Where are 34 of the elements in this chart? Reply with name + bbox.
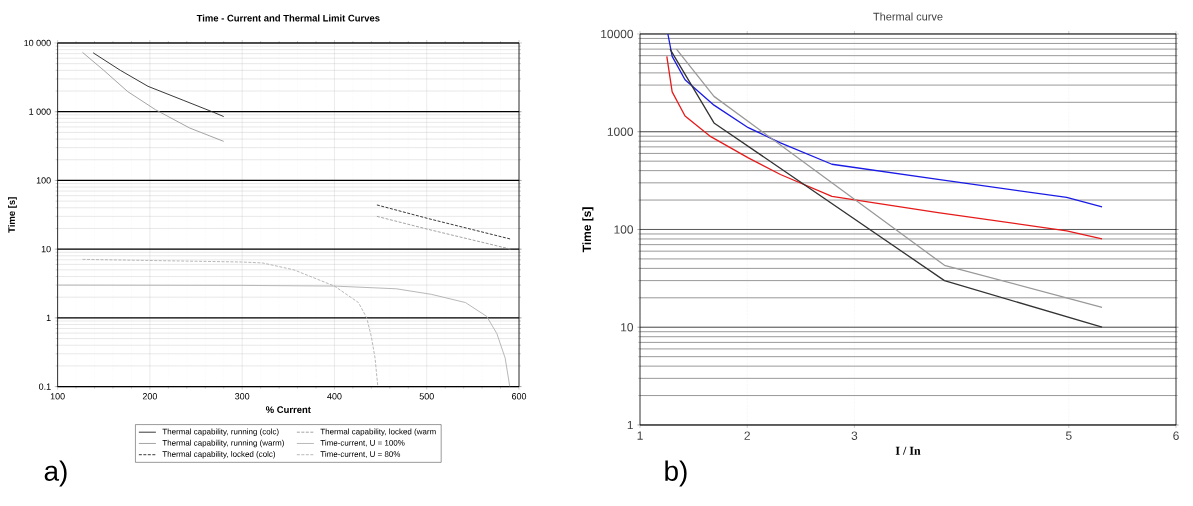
y-tick-label: 10	[621, 323, 634, 332]
chart-title: Time - Current and Thermal Limit Curves	[196, 14, 380, 22]
text: b)	[665, 460, 687, 487]
x-tick-label: 3	[851, 431, 858, 440]
y-tick-label: 100	[36, 177, 51, 184]
x-tick-label: 600	[511, 393, 527, 400]
x-tick-label: 100	[50, 393, 65, 400]
line-series	[92, 52, 225, 118]
y-tick-label: 10000	[601, 29, 634, 39]
x-tick-label: 1	[637, 431, 643, 440]
x-tick-label: 5	[1065, 431, 1072, 440]
x-tick-label: 300	[235, 393, 250, 400]
x-tick-label: 400	[327, 393, 342, 400]
y-tick-label: 1	[627, 420, 633, 430]
line-series	[667, 33, 1103, 208]
y-axis-title: Time [s]	[582, 207, 594, 253]
y-tick-label: 1000	[607, 127, 634, 136]
y-tick-label: 100	[614, 225, 634, 234]
y-tick-label: 10 000	[24, 39, 51, 47]
chart-title: Thermal curve	[873, 12, 943, 21]
x-tick-label: 2	[744, 431, 750, 440]
y-tick-label: 1 000	[29, 108, 51, 115]
x-tick-label: 500	[419, 393, 434, 400]
y-tick-label: 0.1	[38, 383, 51, 390]
y-tick-label: 1	[46, 314, 51, 321]
x-axis-title: I / In	[895, 446, 921, 455]
x-axis-title: % Current	[265, 406, 311, 413]
y-axis-title: Time [s]	[8, 197, 17, 233]
x-tick-label: 200	[142, 393, 158, 400]
y-tick-label: 10	[41, 245, 51, 253]
x-tick-label: 6	[1173, 431, 1179, 440]
text: a)	[44, 460, 67, 487]
line-series	[666, 55, 1103, 240]
line-series	[82, 51, 225, 142]
